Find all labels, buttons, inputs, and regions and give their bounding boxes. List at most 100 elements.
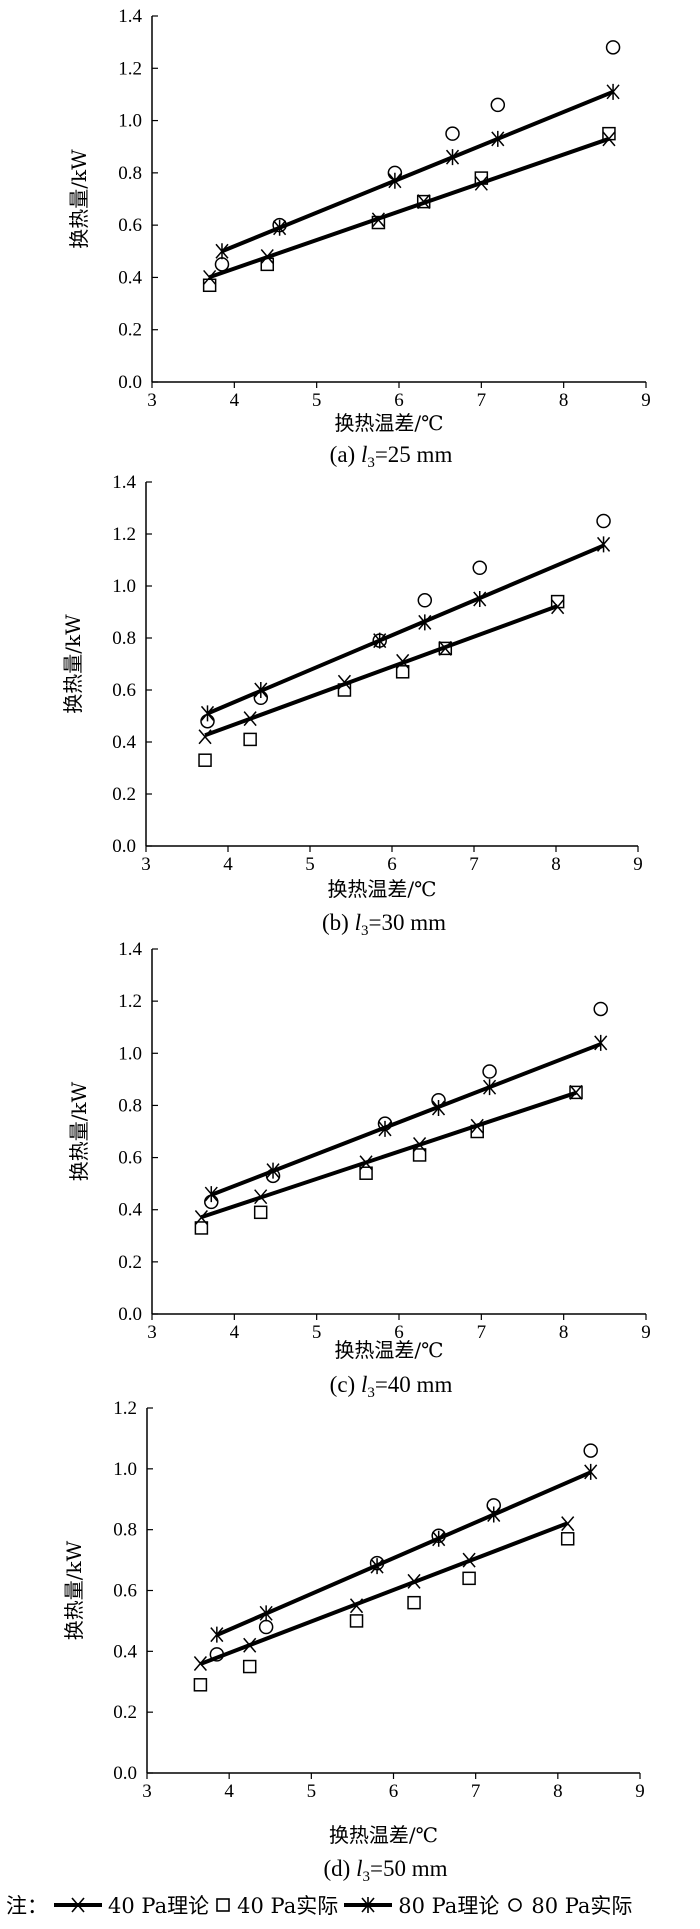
legend-item-40pa-theory: 40 Pa理论 (108, 1894, 210, 1918)
series-x (194, 1084, 583, 1226)
data-point-star (473, 591, 487, 607)
data-point-square (407, 1595, 421, 1610)
x-tick-label: 3 (147, 1322, 157, 1343)
data-point-square (359, 1166, 373, 1180)
x-tick-label: 6 (394, 1322, 404, 1343)
data-point-circle (204, 1194, 219, 1210)
y-tick-label: 1.2 (112, 524, 136, 545)
data-point-star (200, 705, 215, 722)
caption-part: 3 (361, 923, 369, 939)
caption-part: l (361, 1372, 367, 1397)
y-tick-label: 0.2 (118, 320, 142, 341)
trend-line (208, 136, 610, 279)
y-tick-label: 0.4 (113, 1641, 137, 1662)
caption-part: l (355, 910, 361, 935)
y-tick-label: 0.6 (112, 680, 136, 701)
data-point-circle (387, 165, 403, 181)
data-point-square (474, 171, 489, 185)
data-point-x (243, 1637, 257, 1653)
y-tick-label: 0.6 (118, 1148, 142, 1169)
y-axis-label: 换热量/kW (61, 614, 85, 714)
y-axis-label: 换热量/kW (62, 1540, 86, 1640)
x-axis-label: 换热温差/℃ (327, 877, 436, 901)
caption-part: l (356, 1856, 362, 1881)
data-point-square (395, 665, 410, 679)
trend-line (206, 543, 605, 716)
caption-part: (b) (322, 910, 355, 935)
data-point-circle (272, 217, 287, 233)
data-point-circle (253, 690, 269, 706)
data-point-x (193, 1656, 207, 1671)
trend-line (204, 604, 559, 738)
data-point-x (417, 194, 431, 210)
trend-line (210, 1042, 602, 1197)
series-square (194, 1085, 583, 1235)
caption-part: (a) (330, 442, 361, 467)
caption-part: =50 mm (370, 1856, 448, 1881)
data-point-star (432, 1530, 446, 1547)
series-x (193, 1516, 575, 1671)
x-axis-label: 换热温差/℃ (329, 1823, 438, 1847)
x-tick-label: 6 (387, 854, 397, 875)
data-point-x (462, 1552, 476, 1568)
series-x (203, 131, 616, 285)
data-point-square (349, 1614, 364, 1628)
x-tick-label: 7 (477, 1322, 487, 1343)
data-point-square (550, 594, 565, 609)
data-point-star (370, 1558, 384, 1575)
data-point-star (482, 1079, 497, 1096)
y-tick-label: 0.2 (112, 784, 136, 805)
data-point-circle (482, 1064, 497, 1079)
trend-line (199, 1521, 569, 1666)
x-axis-label: 换热温差/℃ (334, 411, 443, 435)
data-point-x (561, 1516, 575, 1532)
series-star (204, 1034, 608, 1203)
x-tick-label: 9 (641, 390, 651, 411)
y-tick-label: 0.4 (112, 732, 136, 753)
y-tick-label: 1.0 (113, 1459, 137, 1480)
data-point-x (243, 711, 257, 727)
legend-item-40pa-actual: 40 Pa实际 (237, 1894, 339, 1918)
data-point-star (584, 1463, 598, 1480)
data-point-square (462, 1571, 476, 1586)
legend: 注： 40 Pa理论 40 Pa实际 80 Pa理论 80 Pa实际 (6, 1890, 632, 1920)
x-tick-label: 6 (394, 390, 404, 411)
data-point-circle (200, 713, 215, 729)
data-point-star (378, 1120, 392, 1137)
data-point-x (407, 1573, 421, 1589)
y-tick-label: 0.0 (112, 836, 136, 857)
caption-part: (d) (324, 1856, 357, 1881)
data-point-x (371, 212, 385, 228)
x-tick-label: 8 (559, 1322, 569, 1343)
data-point-star (259, 1605, 273, 1622)
data-point-square (243, 732, 257, 747)
data-point-square (371, 215, 386, 230)
data-point-star (594, 1034, 608, 1051)
legend-item-80pa-theory: 80 Pa理论 (398, 1894, 500, 1918)
chart-panel-b: 3 4 5 6 7 8 9 0.0 0.2 0.4 0.6 0.8 1.0 1.2 1.4 换热量/kW 换热温… (61, 472, 643, 939)
data-point-star (491, 130, 505, 147)
legend-item-80pa-actual: 80 Pa实际 (531, 1894, 633, 1918)
data-point-star (210, 1626, 224, 1643)
data-point-circle (445, 126, 460, 141)
data-point-star (418, 614, 432, 631)
data-point-square (198, 753, 212, 767)
y-tick-label: 0.8 (112, 628, 136, 649)
caption-part: (c) (330, 1372, 361, 1397)
data-point-x (260, 249, 274, 265)
data-point-x (551, 599, 565, 615)
x-tick-label: 5 (307, 1781, 317, 1802)
x-tick-label: 5 (312, 1322, 322, 1343)
data-point-circle (265, 1168, 281, 1184)
x-tick-label: 5 (305, 854, 315, 875)
series-circle (214, 40, 621, 272)
data-point-square (412, 1148, 427, 1162)
series-x (198, 599, 565, 745)
x-tick-label: 7 (477, 390, 487, 411)
data-point-star (215, 243, 229, 260)
legend-marker-square (216, 1898, 230, 1912)
data-point-square (438, 641, 453, 656)
x-tick-label: 4 (230, 1322, 240, 1343)
y-tick-label: 0.8 (118, 163, 142, 184)
